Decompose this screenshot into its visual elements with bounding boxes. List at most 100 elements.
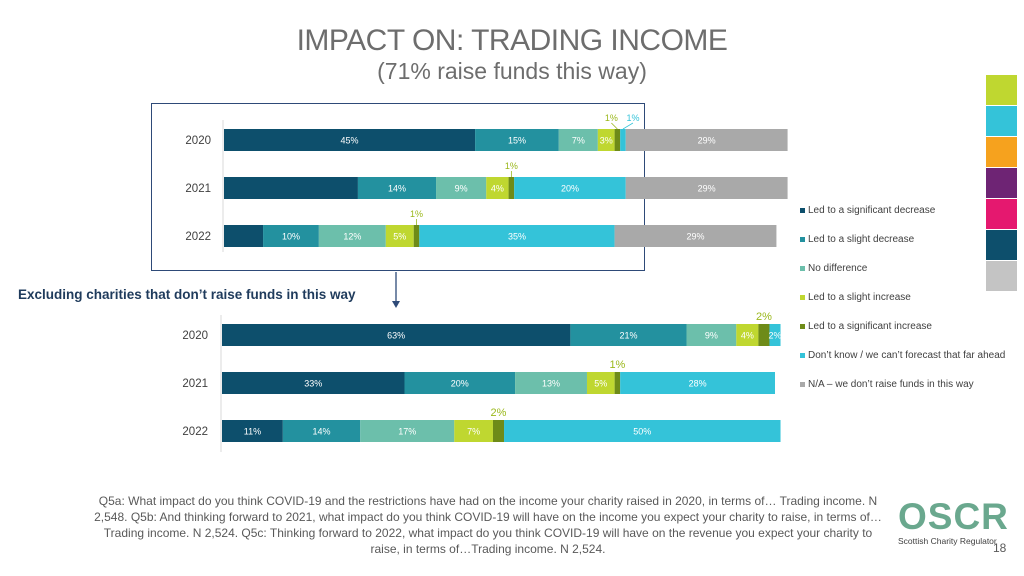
bar-data-label: 5%	[393, 232, 406, 242]
legend-item: N/A – we don’t raise funds in this way	[800, 377, 1005, 406]
bar-data-label: 29%	[698, 136, 716, 146]
color-swatch	[986, 261, 1017, 291]
bar-segment	[357, 177, 437, 199]
bar-data-label: 14%	[313, 427, 331, 437]
legend-marker-icon	[800, 295, 805, 300]
bar-segment	[385, 225, 414, 247]
chart-2-category-label: 2020	[182, 330, 208, 342]
bar-data-label: 11%	[244, 427, 261, 437]
bar-segment	[769, 324, 781, 346]
callout-label: 1%	[505, 161, 518, 171]
bar-segment	[620, 129, 626, 151]
legend-item: Don’t know / we can’t forecast that far …	[800, 348, 1005, 377]
callout-label: 2%	[491, 407, 507, 419]
bar-segment	[454, 420, 493, 442]
excluding-label: Excluding charities that don’t raise fun…	[18, 287, 356, 302]
bar-data-label: 63%	[387, 331, 405, 341]
callout-leader	[611, 122, 618, 130]
chart-1-category-label: 2022	[185, 231, 211, 243]
bar-segment	[318, 225, 386, 247]
bar-segment	[508, 177, 515, 199]
bar-data-label: 33%	[304, 379, 322, 389]
legend-marker-icon	[800, 266, 805, 271]
legend-label: Led to a slight increase	[808, 292, 911, 303]
callout-leader	[622, 122, 634, 130]
bar-data-label: 14%	[388, 184, 406, 194]
bar-segment	[224, 225, 264, 247]
bar-data-label: 29%	[698, 184, 716, 194]
bar-data-label: 7%	[467, 427, 480, 437]
bar-segment	[515, 372, 587, 394]
bar-segment	[282, 420, 361, 442]
bar-data-label: 50%	[633, 427, 651, 437]
bar-segment	[222, 420, 283, 442]
legend-item: Led to a slight decrease	[800, 232, 1005, 261]
chart-legend: Led to a significant decrease Led to a sl…	[800, 203, 1005, 406]
bar-segment	[504, 420, 781, 442]
bar-data-label: 4%	[741, 331, 754, 341]
bar-segment	[625, 129, 788, 151]
bar-data-label: 2%	[768, 331, 781, 341]
bar-segment	[222, 372, 405, 394]
callout-label: 1%	[626, 113, 639, 123]
footnote: Q5a: What impact do you think COVID-19 a…	[94, 494, 882, 556]
bar-data-label: 17%	[398, 427, 416, 437]
legend-label: Led to a slight decrease	[808, 234, 915, 245]
legend-label: Led to a significant decrease	[808, 205, 936, 216]
page-title: IMPACT ON: TRADING INCOME	[296, 24, 728, 57]
excluding-arrow-head	[392, 301, 400, 308]
bar-data-label: 21%	[619, 331, 637, 341]
callout-label: 1%	[605, 113, 618, 123]
callout-label: 1%	[609, 359, 625, 371]
legend-marker-icon	[800, 237, 805, 242]
bar-data-label: 10%	[282, 232, 300, 242]
color-swatch	[986, 168, 1017, 198]
bar-data-label: 45%	[341, 136, 359, 146]
legend-label: Don’t know / we can’t forecast that far …	[808, 350, 1006, 361]
page-number: 18	[993, 541, 1007, 555]
bar-data-label: 12%	[343, 232, 361, 242]
legend-marker-icon	[800, 353, 805, 358]
chart-1-category-label: 2021	[185, 183, 211, 195]
color-swatch	[986, 199, 1017, 229]
color-swatch	[986, 230, 1017, 260]
oscr-logo: OSCR Scottish Charity Regulator	[898, 498, 1008, 547]
legend-item: Led to a significant increase	[800, 319, 1005, 348]
bar-data-label: 35%	[508, 232, 526, 242]
bar-segment	[436, 177, 487, 199]
bar-data-label: 5%	[594, 379, 607, 389]
bar-segment	[736, 324, 759, 346]
bar-segment	[413, 225, 420, 247]
legend-item: No difference	[800, 261, 1005, 290]
bar-data-label: 7%	[572, 136, 585, 146]
bar-segment	[222, 324, 571, 346]
color-swatch	[986, 75, 1017, 105]
bar-data-label: 20%	[561, 184, 579, 194]
bar-segment	[514, 177, 626, 199]
bar-segment	[419, 225, 615, 247]
bar-segment	[686, 324, 737, 346]
chart-2-category-label: 2022	[182, 426, 208, 438]
bar-segment	[758, 324, 770, 346]
chart-2-category-label: 2021	[182, 378, 208, 390]
legend-item: Led to a significant decrease	[800, 203, 1005, 232]
bar-data-label: 29%	[687, 232, 705, 242]
bar-segment	[404, 372, 516, 394]
color-swatches	[986, 75, 1017, 292]
legend-item: Led to a slight increase	[800, 290, 1005, 319]
legend-label: N/A – we don’t raise funds in this way	[808, 379, 974, 390]
logo-tagline: Scottish Charity Regulator	[898, 536, 997, 546]
bar-segment	[224, 129, 476, 151]
bar-segment	[360, 420, 455, 442]
bar-segment	[492, 420, 505, 442]
bar-segment	[620, 372, 775, 394]
bar-segment	[570, 324, 687, 346]
bar-data-label: 15%	[508, 136, 526, 146]
callout-label: 2%	[756, 311, 772, 323]
color-swatch	[986, 137, 1017, 167]
callout-label: 1%	[410, 209, 423, 219]
legend-marker-icon	[800, 208, 805, 213]
bar-segment	[486, 177, 509, 199]
bar-segment	[558, 129, 598, 151]
legend-marker-icon	[800, 324, 805, 329]
